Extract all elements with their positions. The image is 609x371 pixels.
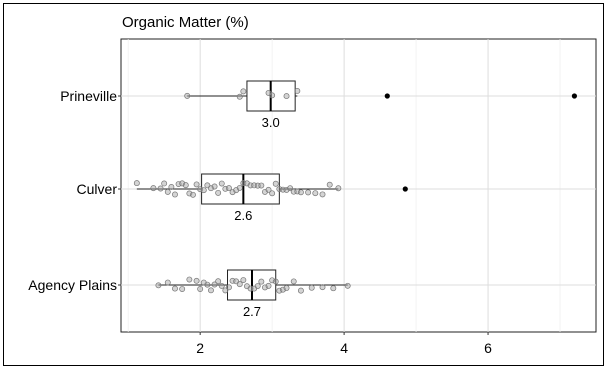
data-point <box>164 188 171 195</box>
data-point <box>172 285 178 292</box>
category-label: Culver <box>77 181 118 197</box>
data-point <box>150 185 157 192</box>
data-point <box>330 285 337 292</box>
data-point <box>319 191 326 198</box>
outlier-point <box>402 186 408 192</box>
data-point <box>297 189 304 196</box>
data-point <box>226 185 232 192</box>
x-tick-label: 6 <box>484 340 492 356</box>
data-point <box>240 277 247 284</box>
category-label: Prineville <box>60 88 117 104</box>
data-point <box>179 286 186 292</box>
data-point <box>197 286 204 292</box>
data-point <box>283 285 290 291</box>
outlier-point <box>384 93 390 99</box>
data-point <box>272 278 279 285</box>
data-point <box>215 278 222 285</box>
data-point <box>287 185 294 192</box>
data-point <box>297 287 304 294</box>
data-point <box>344 282 351 289</box>
x-axis-labels: 2 4 6 <box>196 332 492 356</box>
data-point <box>272 180 279 187</box>
data-point <box>226 284 232 291</box>
data-point <box>204 281 211 288</box>
data-point <box>312 190 319 197</box>
data-point <box>168 183 175 190</box>
data-point <box>308 284 315 291</box>
data-point <box>335 185 342 192</box>
median-label: 3.0 <box>262 115 280 130</box>
data-point <box>269 92 276 99</box>
data-point <box>326 181 333 188</box>
data-point <box>182 182 189 189</box>
data-point <box>218 180 225 187</box>
box-group: 2.7 <box>155 269 351 319</box>
data-point <box>164 279 171 286</box>
data-point <box>290 278 297 285</box>
data-point <box>186 276 193 283</box>
data-point <box>236 281 243 288</box>
data-point <box>294 87 301 94</box>
data-point <box>184 92 191 99</box>
data-point <box>265 282 272 289</box>
category-label: Agency Plains <box>28 277 117 293</box>
plot-panel <box>120 38 597 333</box>
data-point <box>190 191 196 198</box>
data-point <box>200 187 207 194</box>
chart-title: Organic Matter (%) <box>122 14 249 31</box>
data-point <box>254 283 261 290</box>
median-label: 2.6 <box>234 208 252 223</box>
data-point <box>258 278 265 285</box>
data-point <box>236 184 243 191</box>
x-tick-label: 4 <box>340 340 348 356</box>
data-point <box>172 191 178 198</box>
x-tick-label: 2 <box>196 340 204 356</box>
data-point <box>155 282 162 289</box>
data-point <box>211 183 218 190</box>
data-point <box>211 281 218 288</box>
data-point <box>208 287 214 294</box>
data-point <box>258 182 265 189</box>
data-point <box>193 181 200 188</box>
y-axis-labels: Prineville Culver Agency Plains <box>28 88 121 293</box>
data-point <box>193 277 200 284</box>
data-point <box>240 88 247 95</box>
data-point <box>218 282 225 289</box>
data-point <box>161 180 168 187</box>
data-point <box>319 284 326 291</box>
box-group: 2.6 <box>133 173 408 223</box>
data-point <box>305 189 312 196</box>
box-group: 3.0 <box>184 80 578 130</box>
data-point <box>133 180 140 187</box>
boxes: 3.0 2.6 2.7 <box>133 80 578 319</box>
data-point <box>236 93 243 100</box>
median-label: 2.7 <box>243 304 261 319</box>
data-point <box>265 186 272 193</box>
outlier-point <box>571 93 578 99</box>
data-point <box>157 185 164 192</box>
data-point <box>269 190 276 197</box>
data-point <box>283 93 290 100</box>
data-point <box>215 189 222 196</box>
